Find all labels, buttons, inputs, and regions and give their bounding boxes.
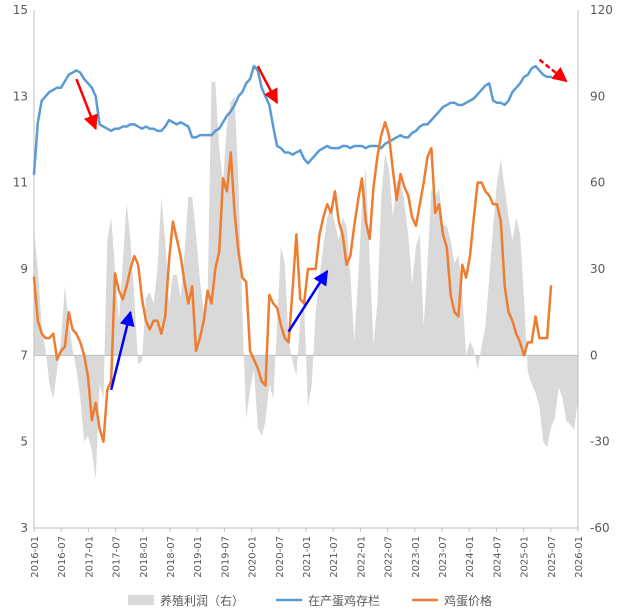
tick-labels: 3 5 7 9 11 13 15 -60 -30 0 30 60 90 120 2016-01 2016-07…	[13, 3, 613, 578]
series-line-layers	[32, 64, 553, 176]
right-tick-label: 30	[590, 262, 605, 276]
x-tick-label: 2024-07	[492, 536, 503, 578]
annotation-arrow-5	[538, 58, 568, 83]
annotation-arrow-4	[287, 269, 329, 333]
annotation-arrow-3	[256, 65, 279, 105]
right-tick-label: 90	[590, 89, 605, 103]
axes	[33, 10, 579, 532]
right-tick-label: 120	[590, 3, 613, 17]
right-tick-label: 60	[590, 176, 605, 190]
x-tick-label: 2017-07	[112, 536, 123, 578]
right-tick-label: 0	[590, 348, 598, 362]
x-tick-label: 2019-07	[220, 536, 231, 578]
x-tick-label: 2025-01	[520, 536, 531, 578]
annotation-arrow-2	[109, 310, 135, 391]
x-tick-label: 2025-07	[547, 536, 558, 578]
x-tick-label: 2021-01	[302, 536, 313, 578]
series-line-egg-price	[32, 120, 553, 443]
x-tick-label: 2020-07	[275, 536, 286, 578]
legend-label-profit: 养殖利润（右）	[160, 593, 244, 608]
annotation-arrow-1	[75, 78, 98, 131]
x-tick-label: 2021-07	[329, 536, 340, 578]
left-tick-label: 9	[20, 262, 28, 276]
legend-label-egg-price: 鸡蛋价格	[444, 593, 492, 608]
left-tick-label: 11	[13, 176, 28, 190]
legend-label-layers: 在产蛋鸡存栏	[308, 593, 380, 608]
x-tick-label: 2020-01	[248, 536, 259, 578]
left-tick-label: 5	[20, 435, 28, 449]
x-tick-label: 2026-01	[574, 536, 585, 578]
x-tick-label: 2016-01	[30, 536, 41, 578]
x-tick-label: 2023-07	[438, 536, 449, 578]
legend-swatch-profit	[128, 595, 154, 605]
x-tick-label: 2024-01	[465, 536, 476, 578]
x-tick-label: 2019-01	[193, 536, 204, 578]
left-tick-label: 15	[13, 3, 28, 17]
right-tick-label: -60	[590, 521, 610, 535]
x-tick-label: 2016-07	[57, 536, 68, 578]
x-tick-label: 2022-01	[356, 536, 367, 578]
left-tick-label: 3	[20, 521, 28, 535]
x-tick-label: 2018-01	[139, 536, 150, 578]
annotation-arrows	[75, 58, 568, 391]
left-tick-label: 13	[13, 89, 28, 103]
line-layer	[32, 64, 553, 443]
left-tick-label: 7	[20, 348, 28, 362]
right-tick-label: -30	[590, 435, 610, 449]
x-tick-label: 2017-01	[84, 536, 95, 578]
x-tick-label: 2018-07	[166, 536, 177, 578]
x-tick-label: 2022-07	[384, 536, 395, 578]
legend: 养殖利润（右） 在产蛋鸡存栏 鸡蛋价格	[128, 593, 492, 608]
x-tick-label: 2023-01	[411, 536, 422, 578]
